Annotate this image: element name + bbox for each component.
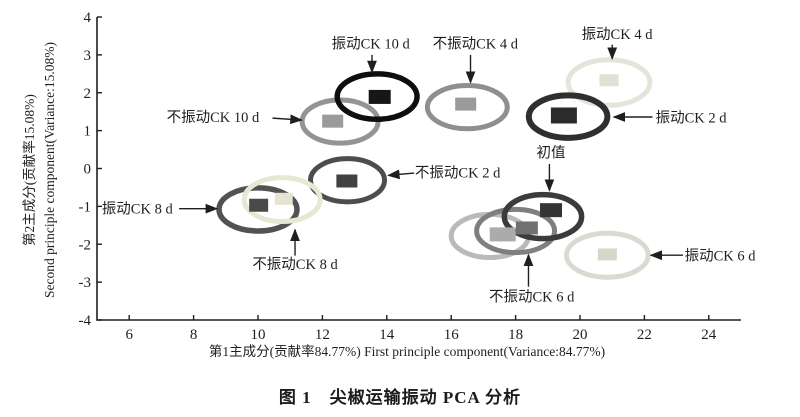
- y-tick-label: -4: [79, 313, 92, 329]
- x-tick-label: 20: [573, 327, 588, 343]
- annotation-label-vib10: 振动CK 10 d: [332, 36, 411, 53]
- y-tick-label: 3: [84, 48, 92, 64]
- y-tick-label: -1: [79, 199, 92, 215]
- annotation-label-vib2: 振动CK 2 d: [656, 109, 728, 126]
- y-tick-label: -2: [79, 237, 92, 253]
- x-tick-label: 10: [251, 327, 266, 343]
- annotation-label-novib2: 不振动CK 2 d: [415, 164, 501, 181]
- cluster-marker-vib10: [368, 89, 391, 104]
- annotation-label-chuzhi: 初值: [537, 145, 566, 162]
- cluster-marker-vib8: [249, 198, 269, 212]
- cluster-marker-vib2: [550, 107, 577, 124]
- cluster-ellipse-vib10: [334, 71, 420, 123]
- cluster-ellipse-chuzhi: [501, 191, 585, 242]
- cluster-marker-novib6: [515, 221, 538, 235]
- annotation-arrow-novib2: [387, 169, 415, 180]
- x-tick-label: 8: [190, 327, 198, 343]
- figure-caption: 图 1 尖椒运输振动 PCA 分析: [278, 388, 522, 407]
- x-tick-label: 24: [701, 327, 717, 343]
- x-tick-label: 12: [315, 327, 330, 343]
- cluster-marker-vib4: [599, 74, 619, 87]
- cluster-marker-novib4: [455, 97, 477, 111]
- cluster-marker-novib2: [336, 174, 358, 188]
- annotation-label-novib8: 不振动CK 8 d: [252, 256, 338, 273]
- x-tick-label: 22: [637, 327, 652, 343]
- cluster-marker-novib10: [322, 114, 344, 128]
- annotation-arrow-novib10: [272, 114, 303, 125]
- cluster-ellipse-vib2: [525, 92, 611, 141]
- cluster-marker-chuzhi: [540, 203, 563, 218]
- y-tick-label: 4: [84, 10, 92, 26]
- cluster-marker-light-unlabeled: [489, 227, 516, 242]
- y-tick-label: 2: [84, 86, 92, 102]
- y-tick-label: 0: [84, 162, 92, 178]
- annotation-label-novib6: 不振动CK 6 d: [489, 289, 575, 306]
- x-tick-label: 14: [379, 327, 395, 343]
- x-tick-label: 16: [444, 327, 460, 343]
- annotation-label-novib4: 不振动CK 4 d: [433, 36, 519, 53]
- annotation-label-vib4: 振动CK 4 d: [582, 26, 654, 43]
- annotation-label-novib10: 不振动CK 10 d: [167, 109, 260, 126]
- cluster-ellipse-novib4: [424, 83, 510, 132]
- annotation-label-vib8: 振动CK 8 d: [102, 201, 174, 218]
- x-tick-label: 6: [125, 327, 133, 343]
- cluster-ellipse-vib8: [216, 185, 300, 234]
- x-axis-title: 第1主成分(贡献率84.77%) First principle compone…: [209, 343, 605, 359]
- annotation-label-vib6: 振动CK 6 d: [685, 248, 757, 265]
- y-tick-label: -3: [79, 275, 92, 291]
- y-tick-label: 1: [84, 124, 92, 140]
- cluster-ellipse-vib6: [563, 230, 651, 280]
- cluster-marker-novib8: [274, 192, 293, 205]
- y-axis-title-en: Second principle component(Variance:15.0…: [42, 42, 57, 298]
- cluster-ellipse-novib2: [307, 156, 388, 205]
- cluster-ellipse-novib6: [474, 206, 558, 256]
- pca-scatter-chart: 6 8 10 12 14 16 18 20 22 24-4-3-2-101234第1主成分(贡献率…: [21, 10, 757, 359]
- y-axis-title-cn: 第2主成分(贡献率15.08%): [21, 94, 37, 246]
- cluster-ellipse-novib8: [241, 175, 323, 225]
- x-tick-label: 18: [508, 327, 523, 343]
- cluster-marker-vib6: [597, 248, 617, 261]
